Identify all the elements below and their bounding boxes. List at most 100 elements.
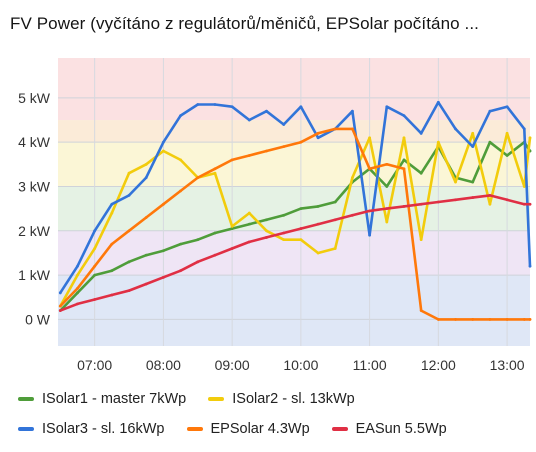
data-point <box>402 114 406 117</box>
data-point <box>488 318 492 321</box>
data-point <box>385 105 389 109</box>
y-tick-label-0: 0 W <box>25 311 51 327</box>
legend-item[interactable]: ISolar1 - master 7kWp <box>18 391 186 407</box>
data-point <box>76 291 79 295</box>
data-point <box>76 302 79 306</box>
data-point <box>385 162 389 166</box>
data-point <box>127 260 131 264</box>
data-point <box>402 205 406 208</box>
data-point <box>522 318 526 321</box>
data-point <box>144 162 148 166</box>
data-point <box>522 127 526 131</box>
data-point <box>161 202 165 206</box>
data-point <box>454 318 457 321</box>
data-point <box>110 242 114 246</box>
data-point <box>488 193 492 197</box>
data-point <box>282 145 286 149</box>
x-tick-label-1: 08:00 <box>146 357 181 373</box>
y-tick-label-3: 3 kW <box>18 178 51 194</box>
legend-item[interactable]: EPSolar 4.3Wp <box>186 421 310 437</box>
data-point <box>213 171 217 175</box>
y-tick-label-4: 4 kW <box>18 134 51 150</box>
data-point <box>299 105 303 109</box>
data-point <box>179 269 182 273</box>
data-point <box>419 309 423 312</box>
data-point <box>247 154 251 157</box>
data-point <box>316 136 320 140</box>
threshold-band-2 <box>58 186 530 231</box>
data-point <box>127 171 131 175</box>
data-point <box>528 318 532 321</box>
data-point <box>213 167 217 171</box>
data-point <box>282 231 286 235</box>
data-point <box>247 240 251 244</box>
threshold-band-1 <box>58 230 530 276</box>
legend-row: ISolar1 - master 7kWp ISolar2 - sl. 13kWp <box>18 384 518 414</box>
data-point <box>316 222 320 226</box>
data-point <box>333 127 337 131</box>
data-point <box>505 318 509 321</box>
data-point <box>93 247 97 250</box>
data-point <box>505 105 509 109</box>
data-point <box>58 291 62 295</box>
data-point <box>299 227 303 230</box>
data-point <box>454 127 457 131</box>
data-point <box>144 216 148 219</box>
data-point <box>247 211 251 215</box>
legend-swatch <box>186 427 203 431</box>
data-point <box>385 207 389 211</box>
data-point <box>196 176 200 180</box>
data-point <box>265 218 268 222</box>
y-tick-label-2: 2 kW <box>18 223 51 239</box>
data-point <box>76 273 79 277</box>
x-tick-label-6: 13:00 <box>490 357 525 373</box>
data-point <box>230 105 234 109</box>
data-point <box>110 293 114 297</box>
data-point <box>471 180 475 184</box>
panel-title[interactable]: FV Power (vyčítáno z regulátorů/měničů, … <box>10 14 479 33</box>
data-point <box>471 131 475 135</box>
data-point <box>144 282 148 286</box>
data-point <box>488 140 492 144</box>
data-point <box>488 109 492 113</box>
data-point <box>505 131 509 135</box>
data-point <box>93 273 97 277</box>
data-point <box>333 200 337 204</box>
data-point <box>316 131 320 135</box>
legend-item[interactable]: ISolar2 - sl. 13kWp <box>208 391 355 407</box>
data-point <box>161 149 165 153</box>
legend-item[interactable]: ISolar3 - sl. 16kWp <box>18 421 165 437</box>
data-point <box>93 298 97 301</box>
data-point <box>299 207 303 211</box>
line-chart: 0 W 1 kW 2 kW 3 kW 4 kW 5 kW 07:00 08:00 09:00 10… <box>18 58 532 373</box>
data-point <box>528 202 532 206</box>
data-point <box>385 220 389 224</box>
data-point <box>351 176 354 180</box>
x-tick-label-0: 07:00 <box>77 357 112 373</box>
data-point <box>127 229 131 233</box>
data-point <box>196 238 200 242</box>
data-point <box>110 202 114 206</box>
data-point <box>419 202 423 206</box>
threshold-band-5 <box>58 58 530 121</box>
legend-swatch <box>18 427 34 431</box>
y-tick-label-5: 5 kW <box>18 90 51 106</box>
data-point <box>385 185 389 188</box>
legend-swatch <box>18 397 34 401</box>
data-point <box>179 158 182 162</box>
data-point <box>419 131 423 135</box>
data-point <box>436 140 440 144</box>
data-point <box>436 100 440 104</box>
chart-legend: ISolar1 - master 7kWp ISolar2 - sl. 13kWp… <box>18 384 518 444</box>
data-point <box>528 136 532 140</box>
data-point <box>402 136 406 140</box>
data-point <box>127 289 131 293</box>
legend-item[interactable]: EASun 5.5Wp <box>331 421 447 437</box>
data-point <box>110 269 114 273</box>
x-tick-label-5: 12:00 <box>421 357 456 373</box>
data-point <box>488 202 492 206</box>
data-point <box>230 224 234 228</box>
data-point <box>179 189 182 193</box>
data-point <box>230 158 234 162</box>
data-point <box>161 275 165 279</box>
